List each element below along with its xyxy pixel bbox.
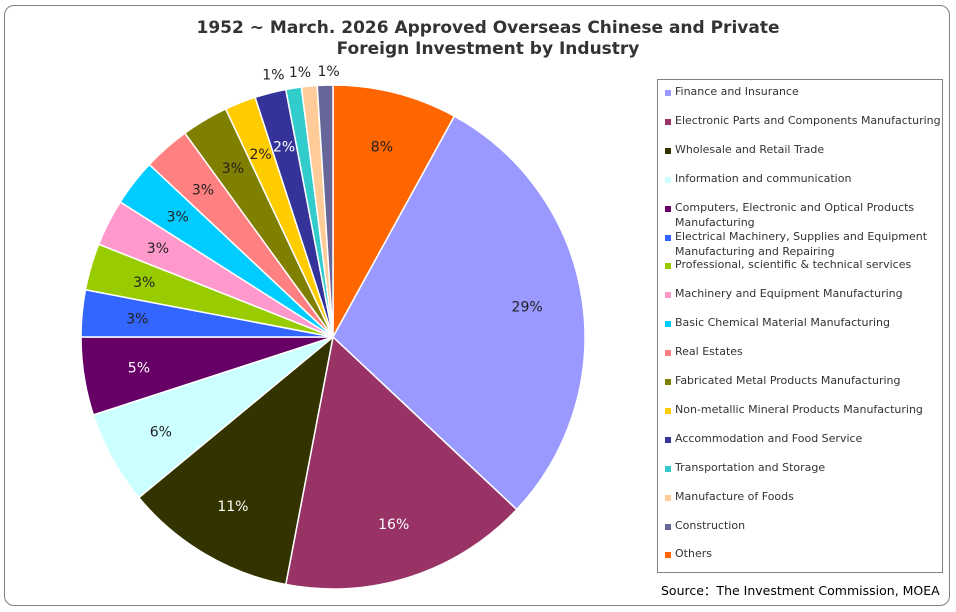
slice-data-label: 11% bbox=[217, 499, 248, 515]
pie-slice bbox=[332, 84, 456, 338]
legend-label: Machinery and Equipment Manufacturing bbox=[675, 287, 903, 301]
legend-label: Fabricated Metal Products Manufacturing bbox=[675, 374, 901, 387]
legend-label: Manufacture of Foods bbox=[675, 489, 794, 503]
legend-label: Electronic Parts and Components Manufact… bbox=[675, 113, 941, 127]
slice-data-label: 2% bbox=[273, 140, 295, 156]
legend-label: Construction bbox=[675, 518, 746, 532]
slice-data-label: 8% bbox=[371, 140, 393, 156]
slice-data-label: 3% bbox=[192, 183, 214, 199]
slice-data-label: 5% bbox=[128, 361, 150, 377]
slice-data-label: 3% bbox=[126, 312, 148, 328]
legend-swatch bbox=[665, 292, 671, 299]
slice-data-label: 16% bbox=[378, 517, 409, 533]
slice-data-label: 3% bbox=[167, 210, 189, 226]
slice-data-label: 1% bbox=[262, 67, 284, 83]
legend-label: Professional, scientific & technical ser… bbox=[675, 258, 912, 272]
slice-data-label: 3% bbox=[147, 241, 169, 257]
legend-swatch bbox=[665, 407, 671, 414]
legend-swatch bbox=[665, 147, 671, 154]
legend-swatch bbox=[665, 436, 671, 443]
legend-label: Non-metallic Mineral Products Manufactur… bbox=[675, 402, 923, 416]
legend-swatch bbox=[665, 494, 671, 501]
legend-swatch bbox=[665, 552, 671, 559]
legend-swatch bbox=[665, 90, 671, 96]
chart-title-line-2: Foreign Investment by Industry bbox=[336, 39, 640, 59]
slice-data-label: 3% bbox=[133, 275, 155, 291]
legend-label: Finance and Insurance bbox=[675, 85, 799, 98]
slice-data-label: 2% bbox=[249, 147, 271, 163]
slice-data-label: 1% bbox=[289, 65, 311, 81]
legend-swatch bbox=[665, 321, 671, 328]
pie-slice bbox=[284, 335, 518, 590]
slice-data-label: 29% bbox=[512, 299, 543, 315]
slice-data-label: 3% bbox=[222, 161, 244, 177]
legend-label: Basic Chemical Material Manufacturing bbox=[675, 316, 890, 330]
legend-label: Accommodation and Food Service bbox=[675, 431, 863, 445]
pie-slice bbox=[316, 84, 334, 338]
legend-swatch bbox=[665, 205, 671, 212]
slice-data-label: 6% bbox=[150, 425, 172, 441]
legend-swatch bbox=[665, 118, 671, 125]
slice-data-label: 1% bbox=[317, 64, 339, 80]
legend-label: Real Estates bbox=[675, 345, 743, 359]
legend-label: Information and communication bbox=[675, 171, 852, 185]
legend-swatch bbox=[665, 350, 671, 357]
legend-label: Wholesale and Retail Trade bbox=[675, 142, 825, 156]
legend-swatch bbox=[665, 523, 671, 530]
chart-legend: Finance and Insurance Electronic Parts an… bbox=[657, 79, 943, 573]
legend-label: Electrical Machinery, Supplies and Equip… bbox=[675, 229, 928, 258]
legend-label: Computers, Electronic and Optical Produc… bbox=[675, 200, 915, 229]
pie-slice bbox=[332, 115, 586, 511]
legend-swatch bbox=[665, 263, 671, 270]
pie-slice bbox=[137, 335, 335, 586]
legend-swatch bbox=[665, 176, 671, 183]
chart-title: 1952 ~ March. 2026 Approved Overseas Chi… bbox=[180, 18, 796, 60]
legend-swatch bbox=[665, 465, 671, 472]
chart-title-line-1: 1952 ~ March. 2026 Approved Overseas Chi… bbox=[196, 18, 780, 38]
source-note: Source：The Investment Commission, MOEA bbox=[661, 583, 940, 598]
legend-label: Transportation and Storage bbox=[675, 460, 826, 474]
legend-label: Others bbox=[675, 547, 712, 561]
legend-swatch bbox=[665, 234, 671, 241]
legend-swatch bbox=[665, 379, 671, 385]
